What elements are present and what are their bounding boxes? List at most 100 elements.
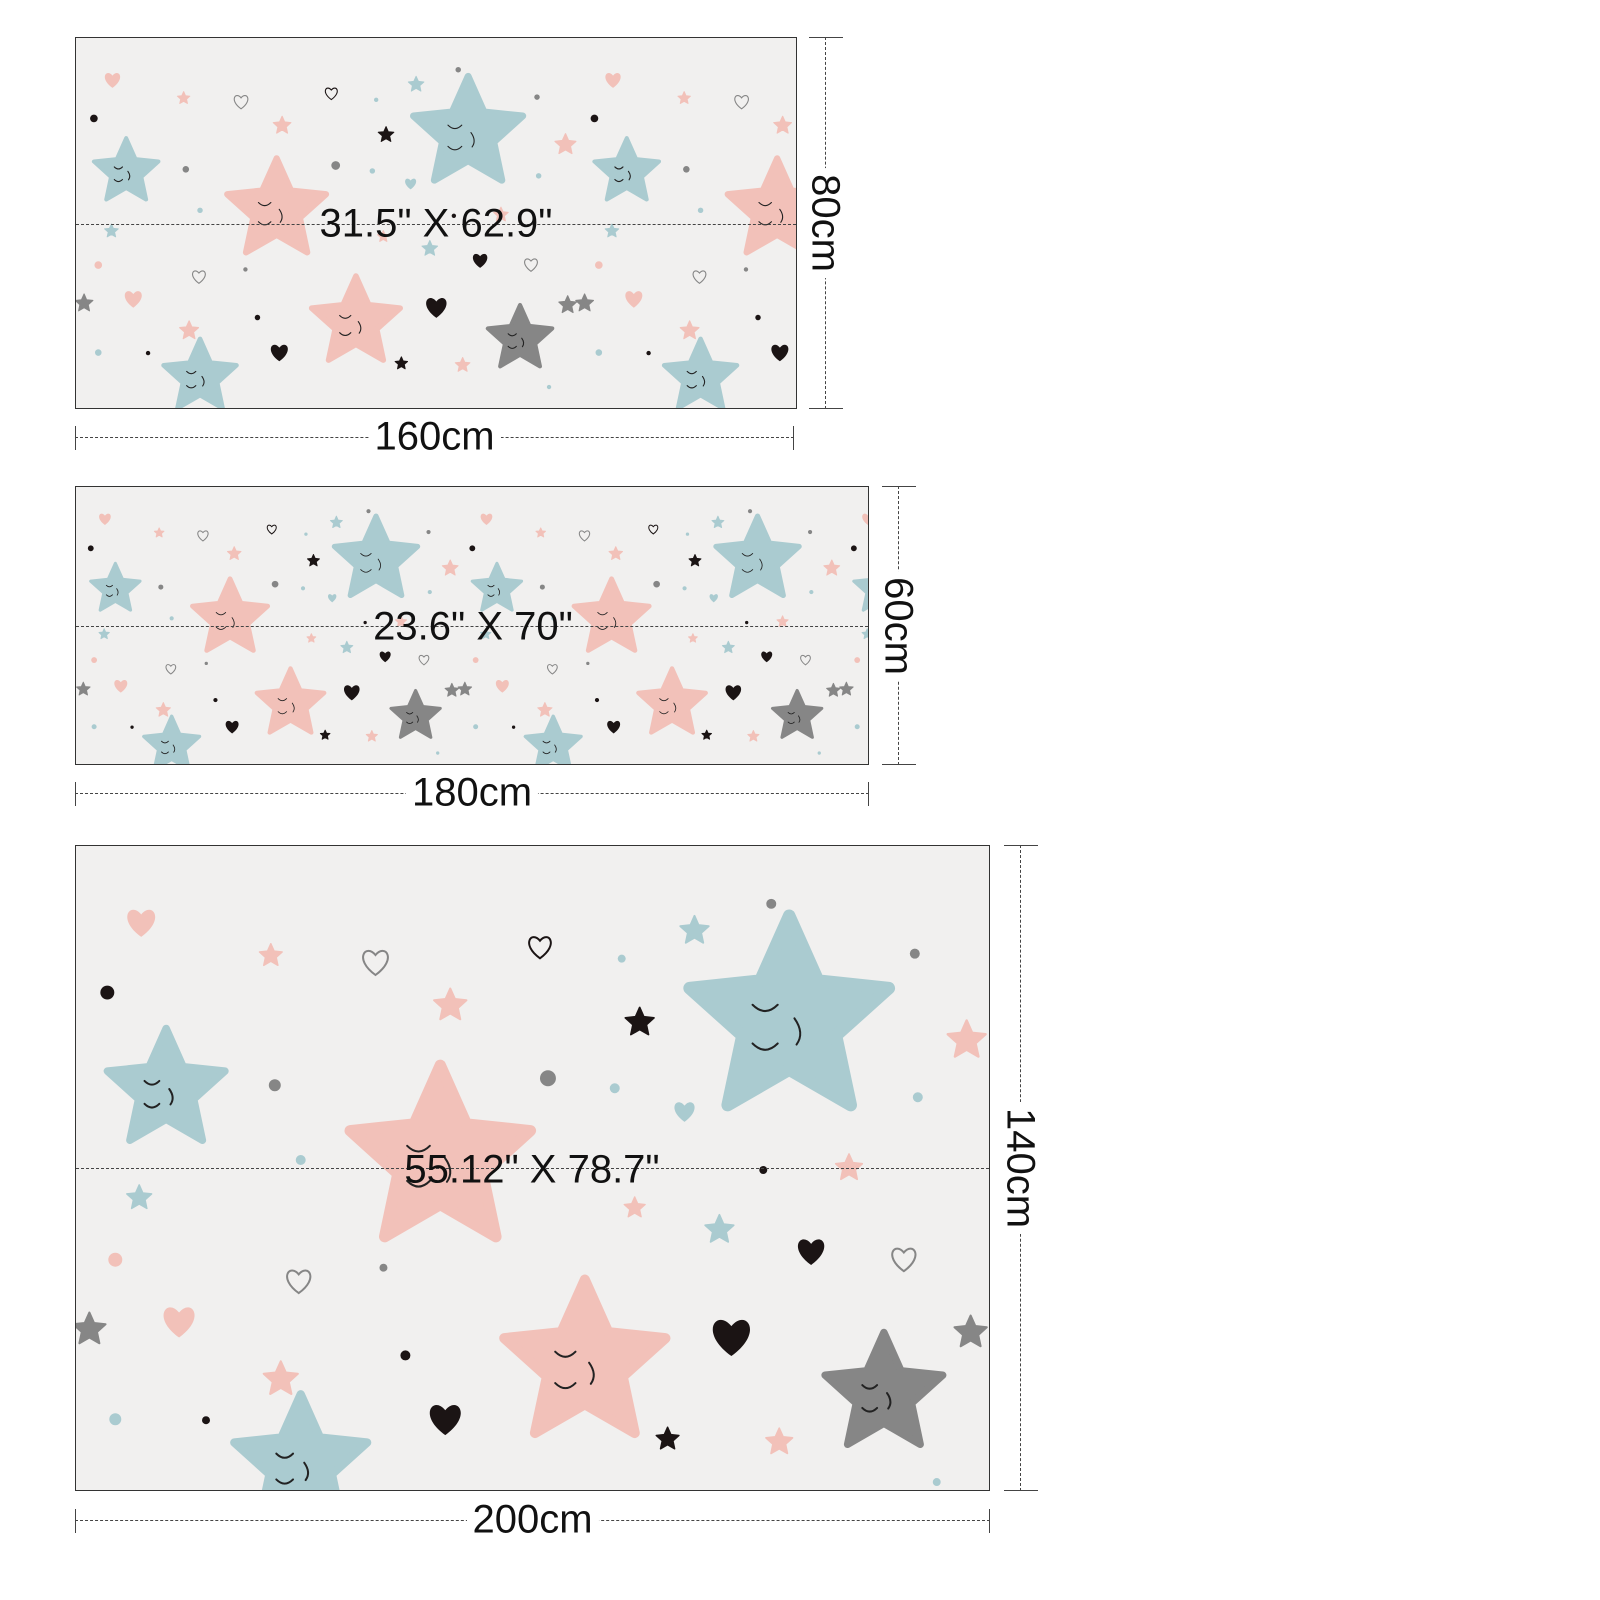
smiling-star-icon <box>190 576 271 653</box>
dot-icon <box>697 207 704 214</box>
dot-icon <box>546 384 552 390</box>
star-icon <box>226 546 242 560</box>
dot-icon <box>586 661 590 666</box>
sleepy-face-icon <box>487 584 501 597</box>
dot-icon <box>87 545 94 552</box>
dot-icon <box>90 114 98 123</box>
star-icon <box>677 91 691 104</box>
dot-icon <box>807 529 813 535</box>
smiling-star-icon <box>254 666 327 735</box>
width-label: 160cm <box>368 414 501 460</box>
star-icon <box>953 1314 988 1348</box>
sleepy-face-icon <box>659 698 677 715</box>
heart-icon <box>324 87 338 101</box>
star-icon <box>480 628 492 640</box>
dot-icon <box>94 261 103 269</box>
sleepy-face-icon <box>741 552 763 573</box>
height-dimension: 60cm <box>875 486 921 765</box>
smiling-star-icon <box>142 714 202 764</box>
star-icon <box>623 1196 646 1218</box>
smiling-star-icon <box>852 578 868 612</box>
dot-icon <box>182 166 190 173</box>
star-icon <box>272 115 292 134</box>
sleepy-face-icon <box>161 740 176 755</box>
star-icon <box>407 75 425 92</box>
dot-icon <box>912 1092 923 1103</box>
smiling-star-icon <box>470 561 524 612</box>
star-icon <box>701 729 712 740</box>
dot-icon <box>202 1416 211 1425</box>
star-icon <box>377 126 395 142</box>
star-icon <box>98 628 110 640</box>
sleepy-face-icon <box>275 1452 310 1485</box>
dot-icon <box>539 1070 556 1087</box>
center-dashed-line <box>76 1168 989 1169</box>
dot-icon <box>766 898 777 909</box>
height-label: 60cm <box>875 570 921 681</box>
dot-icon <box>436 751 440 755</box>
heart-icon <box>233 95 249 110</box>
heart-icon <box>524 258 538 272</box>
star-icon <box>558 295 577 314</box>
dot-icon <box>94 349 102 356</box>
star-icon <box>457 681 473 696</box>
dot-icon <box>683 166 690 173</box>
heart-icon <box>124 291 142 308</box>
smiling-star-icon <box>89 561 142 612</box>
heart-icon <box>127 909 156 937</box>
sleepy-face-icon <box>751 1003 802 1051</box>
dot-icon <box>809 589 814 595</box>
dot-icon <box>91 657 98 663</box>
smiling-star-icon <box>103 1024 229 1144</box>
dot-icon <box>590 114 599 123</box>
dot-icon <box>169 616 174 621</box>
heart-icon <box>286 1269 312 1295</box>
dot-icon <box>682 586 687 591</box>
center-dashed-line <box>76 626 868 627</box>
star-pattern <box>76 66 796 408</box>
dot-icon <box>817 751 821 755</box>
dot-icon <box>108 1252 123 1267</box>
dot-icon <box>743 267 749 272</box>
smiling-star-icon <box>821 1328 947 1449</box>
sleepy-face-icon <box>105 584 119 597</box>
dot-icon <box>755 314 761 321</box>
dot-icon <box>685 532 690 536</box>
dot-icon <box>539 584 545 590</box>
heart-icon <box>891 1247 917 1273</box>
star-icon <box>721 640 735 654</box>
dot-icon <box>268 1079 281 1092</box>
smiling-star-icon <box>661 336 740 408</box>
star-icon <box>688 633 698 643</box>
heart-icon <box>761 651 773 663</box>
heart-icon <box>712 1319 750 1357</box>
sleepy-face-icon <box>507 333 525 349</box>
smiling-star-icon <box>770 688 824 739</box>
smiling-star-icon <box>636 666 708 735</box>
heart-icon <box>709 594 718 603</box>
smiling-star-icon <box>409 72 527 184</box>
size-label: 23.6" X 70" <box>373 604 573 649</box>
heart-icon <box>495 679 509 693</box>
dot-icon <box>850 545 857 552</box>
dot-icon <box>366 509 371 514</box>
star-icon <box>306 554 320 567</box>
dot-icon <box>534 94 540 100</box>
sleepy-face-icon <box>406 712 419 724</box>
star-icon <box>839 681 854 696</box>
heart-icon <box>472 253 488 268</box>
dot-icon <box>455 66 461 73</box>
star-icon <box>454 356 471 372</box>
star-icon <box>608 546 624 560</box>
heart-icon <box>362 949 389 977</box>
star-icon <box>394 615 408 627</box>
heart-icon <box>625 291 643 308</box>
star-icon <box>711 515 725 529</box>
star-icon <box>575 293 595 312</box>
dot-icon <box>331 161 341 170</box>
heart-icon <box>528 936 552 960</box>
dot-icon <box>535 173 542 179</box>
dot-icon <box>511 725 516 729</box>
heart-icon <box>192 270 206 285</box>
star-icon <box>76 681 91 696</box>
